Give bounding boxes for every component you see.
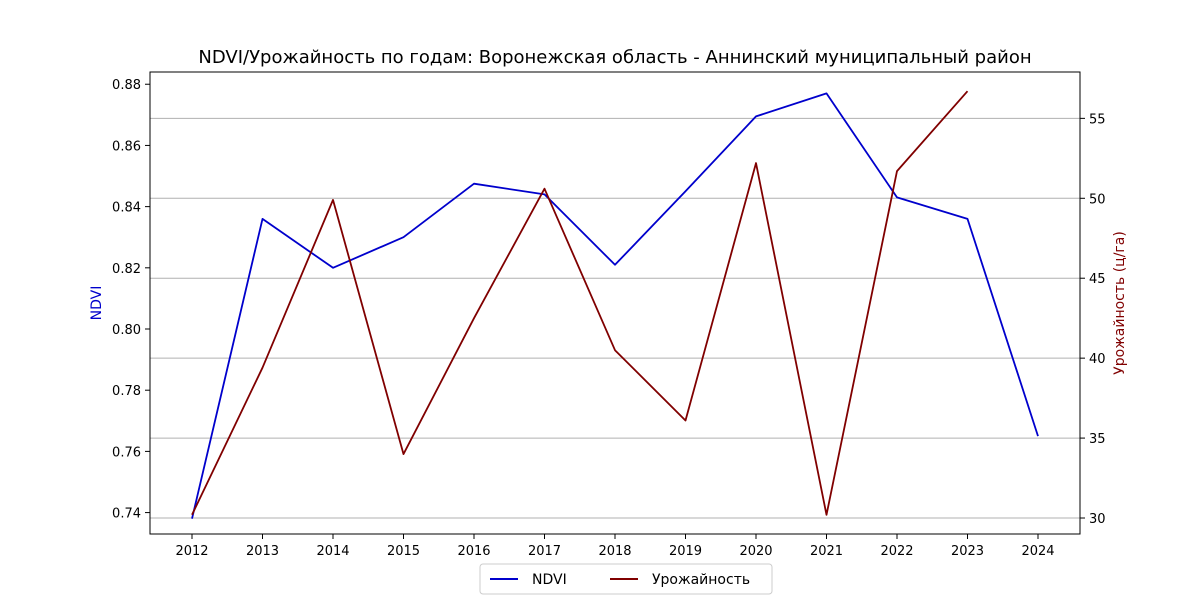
x-tick-label-2017: 2017: [528, 544, 561, 559]
y-left-tick-label-3: 0.80: [112, 323, 141, 338]
series-lines: [191, 90, 1039, 519]
y-left-tick-label-0: 0.74: [112, 507, 141, 522]
series-line-ndvi: [191, 92, 1039, 519]
x-tick-label-2021: 2021: [810, 544, 843, 559]
y-right-tick-label-2: 40: [1089, 352, 1106, 367]
x-tick-label-2014: 2014: [316, 544, 349, 559]
x-tick-label-2015: 2015: [387, 544, 420, 559]
y-left-tick-label-4: 0.82: [112, 262, 141, 277]
y-left-tick-label-2: 0.78: [112, 384, 141, 399]
legend-label-ndvi: NDVI: [532, 572, 567, 588]
y-left-tick-label-1: 0.76: [112, 445, 141, 460]
y-axis-right: 30 35 40 45 50 55: [1080, 112, 1106, 527]
y-axis-right-label: Урожайность (ц/га): [1112, 231, 1128, 375]
legend: NDVI Урожайность: [479, 563, 773, 595]
x-tick-label-2019: 2019: [669, 544, 702, 559]
x-tick-label-2024: 2024: [1021, 544, 1054, 559]
grid-lines: [150, 117, 1080, 519]
x-tick-label-2016: 2016: [457, 544, 490, 559]
y-right-tick-label-0: 30: [1089, 512, 1106, 527]
y-right-tick-label-4: 50: [1089, 192, 1106, 207]
x-tick-label-2020: 2020: [739, 544, 772, 559]
y-left-tick-label-5: 0.84: [112, 201, 141, 216]
y-axis-left-label: NDVI: [89, 286, 105, 321]
y-right-tick-label-1: 35: [1089, 432, 1106, 447]
y-left-tick-label-6: 0.86: [112, 139, 141, 154]
chart-title: NDVI/Урожайность по годам: Воронежская о…: [198, 47, 1031, 68]
legend-label-yield: Урожайность: [652, 572, 750, 588]
y-left-tick-label-7: 0.88: [112, 78, 141, 93]
y-right-tick-label-5: 55: [1089, 112, 1106, 127]
x-tick-label-2023: 2023: [951, 544, 984, 559]
series-line-yield: [191, 90, 969, 516]
y-right-tick-label-3: 45: [1089, 272, 1106, 287]
x-tick-label-2022: 2022: [880, 544, 913, 559]
x-tick-label-2012: 2012: [175, 544, 208, 559]
x-axis: 2012 2013 2014 2015 2016 2017 2018 2019 2020 2021…: [175, 534, 1055, 559]
x-tick-label-2018: 2018: [598, 544, 631, 559]
y-axis-left: 0.74 0.76 0.78 0.80 0.82 0.84 0.86 0.88: [112, 78, 150, 522]
x-tick-label-2013: 2013: [246, 544, 279, 559]
